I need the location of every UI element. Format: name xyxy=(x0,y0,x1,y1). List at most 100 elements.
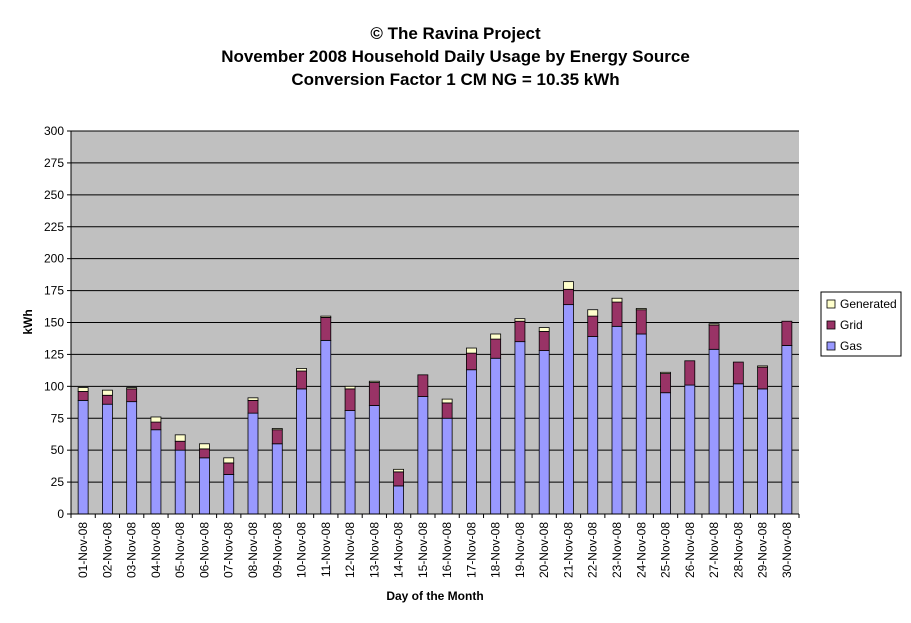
x-tick-label: 22-Nov-08 xyxy=(586,522,600,578)
bar-grid-segment xyxy=(150,421,162,431)
bar-generated-segment xyxy=(296,368,307,372)
y-tick-label: 275 xyxy=(44,156,64,170)
x-tick-label: 19-Nov-08 xyxy=(513,522,527,578)
legend-label: Generated xyxy=(840,297,897,311)
bar-grid-segment xyxy=(344,388,356,411)
y-tick-label: 300 xyxy=(44,124,64,138)
bar-grid-segment xyxy=(538,331,550,351)
bar-gas-segment xyxy=(368,405,380,515)
bar-gas-segment xyxy=(490,357,502,515)
bar-generated-segment xyxy=(611,297,623,303)
y-tick-label: 0 xyxy=(57,507,64,521)
bar-generated-segment xyxy=(465,347,477,354)
bar-generated-segment xyxy=(514,318,526,322)
bar-generated-segment xyxy=(126,387,138,390)
bar-gas-segment xyxy=(465,369,477,515)
bar-grid-segment xyxy=(271,429,283,445)
bar-grid-segment xyxy=(732,361,744,385)
bar-grid-segment xyxy=(684,360,696,386)
bar-grid-segment xyxy=(490,338,502,359)
x-tick-label: 24-Nov-08 xyxy=(634,522,648,578)
bar-generated-segment xyxy=(368,380,380,383)
bar-grid-segment xyxy=(514,320,526,343)
legend: Generated Grid Gas xyxy=(820,291,902,357)
bar-gas-segment xyxy=(271,443,283,515)
bar-gas-segment xyxy=(320,339,332,515)
x-tick-label: 23-Nov-08 xyxy=(610,522,624,578)
x-tick-label: 07-Nov-08 xyxy=(222,522,236,578)
bar-gas-segment xyxy=(126,401,138,515)
bar-grid-segment xyxy=(611,301,623,327)
bar-grid-segment xyxy=(441,402,453,419)
y-tick-label: 150 xyxy=(44,316,64,330)
bar-generated-segment xyxy=(102,389,113,396)
bar-grid-segment xyxy=(247,399,259,414)
bar-grid-segment xyxy=(660,373,671,394)
axes xyxy=(67,130,800,518)
gridlines xyxy=(71,130,799,483)
x-tick-label: 09-Nov-08 xyxy=(270,522,284,578)
x-tick-label: 26-Nov-08 xyxy=(683,522,697,578)
chart-title-line-2: November 2008 Household Daily Usage by E… xyxy=(221,47,690,66)
bar-grid-segment xyxy=(368,382,380,406)
y-tick-label: 125 xyxy=(44,347,64,361)
x-tick-label: 21-Nov-08 xyxy=(561,522,575,578)
bar-generated-segment xyxy=(271,428,283,431)
chart-title-block: © The Ravina Project November 2008 House… xyxy=(0,22,911,91)
bar-gas-segment xyxy=(587,336,599,515)
x-tick-label: 03-Nov-08 xyxy=(125,522,139,578)
bar-grid-segment xyxy=(320,316,332,341)
bar-grid-segment xyxy=(417,374,429,397)
bar-gas-segment xyxy=(393,485,405,515)
bar-grid-segment xyxy=(781,320,793,346)
bar-generated-segment xyxy=(150,416,162,423)
x-tick-label: 30-Nov-08 xyxy=(780,522,794,578)
y-axis-label: kWh xyxy=(21,309,35,334)
x-tick-label: 10-Nov-08 xyxy=(295,522,309,578)
bar-gas-segment xyxy=(344,410,356,515)
x-tick-label: 13-Nov-08 xyxy=(367,522,381,578)
legend-label: Gas xyxy=(840,339,862,353)
bar-gas-segment xyxy=(417,396,429,515)
legend-swatch xyxy=(826,341,836,351)
legend-swatch xyxy=(826,320,836,330)
x-tick-label: 05-Nov-08 xyxy=(173,522,187,578)
legend-label: Grid xyxy=(840,318,863,332)
bar-gas-segment xyxy=(77,399,89,515)
x-tick-label: 06-Nov-08 xyxy=(197,522,211,578)
bar-generated-segment xyxy=(635,308,647,311)
bar-gas-segment xyxy=(296,388,307,515)
bar-generated-segment xyxy=(393,468,405,473)
bar-grid-segment xyxy=(635,309,647,335)
bar-gas-segment xyxy=(514,341,526,515)
bar-grid-segment xyxy=(465,352,477,371)
y-tick-label: 75 xyxy=(51,411,65,425)
bar-grid-segment xyxy=(102,394,113,405)
bar-gas-segment xyxy=(174,449,186,515)
x-tick-label: 08-Nov-08 xyxy=(246,522,260,578)
bars xyxy=(77,281,793,515)
bar-gas-segment xyxy=(635,333,647,515)
bar-generated-segment xyxy=(538,327,550,332)
x-tick-label: 25-Nov-08 xyxy=(659,522,673,578)
bar-gas-segment xyxy=(538,350,550,515)
bar-generated-segment xyxy=(320,315,332,318)
bar-gas-segment xyxy=(247,412,259,515)
y-tick-label: 200 xyxy=(44,252,64,266)
x-tick-label: 11-Nov-08 xyxy=(319,522,333,577)
bar-generated-segment xyxy=(199,443,210,450)
y-tick-label: 25 xyxy=(51,475,65,489)
bar-gas-segment xyxy=(684,384,696,515)
bar-generated-segment xyxy=(77,387,89,392)
bar-grid-segment xyxy=(223,462,235,475)
bar-grid-segment xyxy=(563,288,574,306)
x-tick-label: 17-Nov-08 xyxy=(464,522,478,578)
bar-generated-segment xyxy=(587,309,599,317)
x-tick-label: 02-Nov-08 xyxy=(100,522,114,578)
bar-grid-segment xyxy=(199,448,210,459)
x-tick-label: 28-Nov-08 xyxy=(731,522,745,578)
bar-generated-segment xyxy=(757,365,768,368)
bar-grid-segment xyxy=(174,440,186,451)
bar-generated-segment xyxy=(247,397,259,401)
